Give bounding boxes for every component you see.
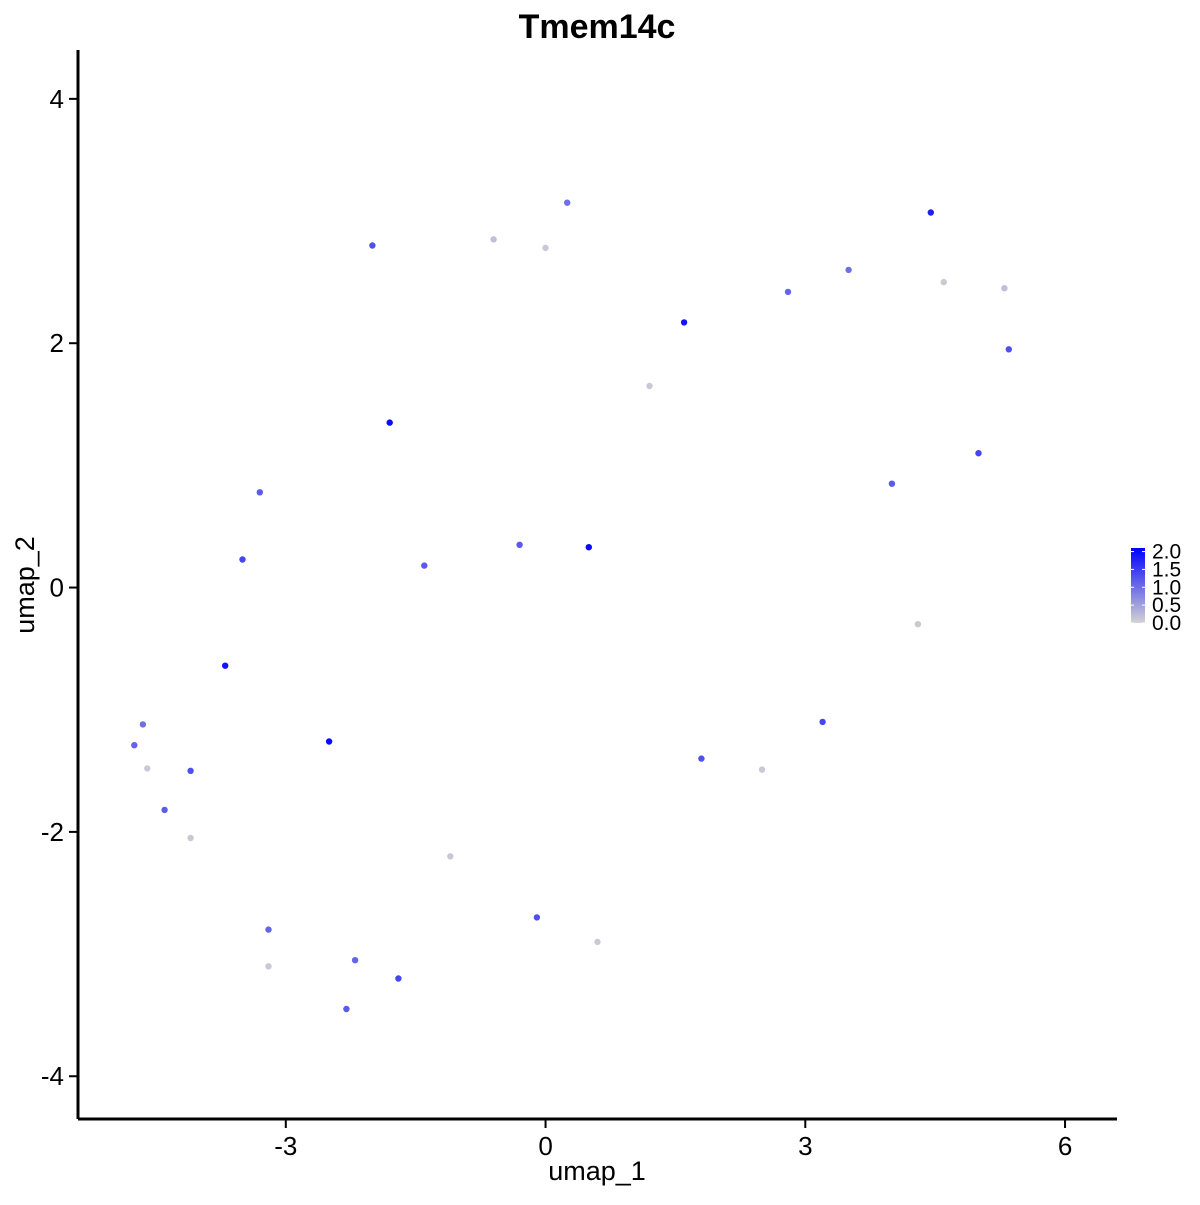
colorbar-tick-label: 0.5 xyxy=(1152,594,1181,617)
data-point xyxy=(421,562,428,569)
data-point xyxy=(144,765,151,772)
colorbar-tick-label: 1.5 xyxy=(1152,558,1181,581)
chart-title: Tmem14c xyxy=(519,8,676,46)
colorbar-tick-label: 0.0 xyxy=(1152,612,1181,635)
data-point xyxy=(343,1005,350,1013)
data-point xyxy=(395,975,402,982)
data-point xyxy=(564,199,571,206)
data-point xyxy=(940,278,947,286)
data-point xyxy=(698,755,705,762)
data-point xyxy=(139,721,147,728)
data-point xyxy=(351,957,359,964)
data-point xyxy=(490,236,497,243)
colorbar-tick-label: 2.0 xyxy=(1152,541,1181,564)
colorbar xyxy=(1131,548,1145,623)
data-point xyxy=(265,926,272,933)
y-tick-label: 4 xyxy=(50,84,64,114)
x-tick-label: 0 xyxy=(538,1131,552,1161)
y-tick-label: -2 xyxy=(41,817,64,847)
data-point xyxy=(222,662,229,669)
data-point xyxy=(845,266,852,274)
data-point xyxy=(585,544,592,551)
data-point xyxy=(784,288,792,296)
x-tick-label: 6 xyxy=(1058,1131,1072,1161)
data-point xyxy=(187,767,194,774)
data-point xyxy=(914,621,922,628)
data-point xyxy=(819,718,826,726)
data-point xyxy=(758,766,766,773)
data-point xyxy=(256,489,263,496)
colorbar-legend: 0.00.51.01.52.0 xyxy=(1131,541,1181,635)
data-point xyxy=(369,242,376,249)
data-point xyxy=(131,742,138,749)
data-point xyxy=(542,244,549,252)
data-point xyxy=(594,938,601,946)
x-tick-label: -3 xyxy=(274,1131,297,1161)
y-axis-label: umap_2 xyxy=(10,536,40,634)
y-ticks: -4 -2 0 2 4 xyxy=(41,84,78,1091)
data-point xyxy=(386,419,393,426)
data-point xyxy=(1001,285,1008,292)
data-point xyxy=(888,480,896,487)
data-point xyxy=(533,914,541,921)
data-point xyxy=(187,834,194,842)
x-axis-label: umap_1 xyxy=(548,1156,646,1186)
data-point xyxy=(927,209,934,216)
data-point xyxy=(1005,346,1012,353)
colorbar-ticks: 0.00.51.01.52.0 xyxy=(1131,541,1181,635)
data-point xyxy=(516,541,523,548)
data-point xyxy=(239,556,246,563)
y-tick-label: -4 xyxy=(41,1061,64,1091)
data-point xyxy=(680,319,688,326)
x-ticks: -3 0 3 6 xyxy=(274,1119,1072,1161)
colorbar-tick-label: 1.0 xyxy=(1152,576,1181,599)
y-tick-label: 0 xyxy=(50,573,64,603)
data-point xyxy=(447,853,454,860)
data-point xyxy=(265,963,272,970)
y-tick-label: 2 xyxy=(50,328,64,358)
data-point xyxy=(975,450,982,457)
data-point xyxy=(325,738,333,745)
x-tick-label: 3 xyxy=(798,1131,812,1161)
data-point xyxy=(161,806,168,814)
data-point xyxy=(646,382,653,390)
points-layer xyxy=(131,199,1012,1013)
